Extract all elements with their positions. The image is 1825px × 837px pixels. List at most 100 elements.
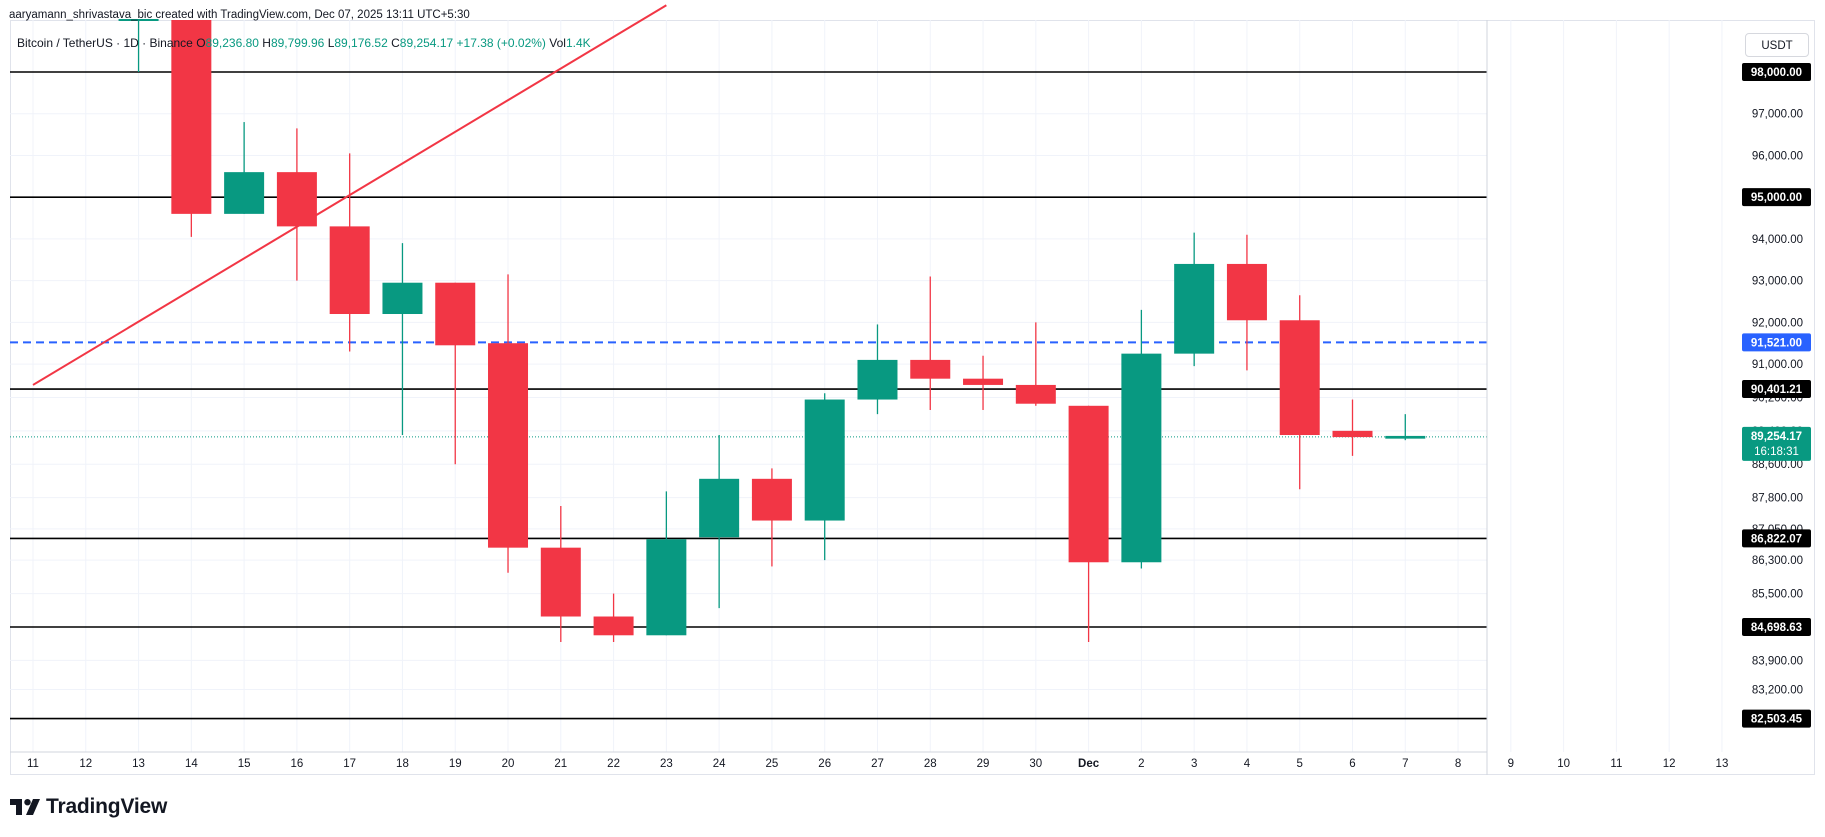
price-tick-label: 88,600.00 [1752, 459, 1803, 471]
time-tick-label: 15 [238, 758, 251, 770]
time-tick-label: 3 [1191, 758, 1197, 770]
candle[interactable] [1332, 399, 1373, 456]
open-label: O [196, 36, 206, 50]
candle-body-up [857, 359, 898, 400]
candle[interactable] [910, 276, 951, 410]
price-tick-label: 92,000.00 [1752, 317, 1803, 329]
candle-body-down [435, 282, 476, 346]
time-tick-label: 29 [977, 758, 990, 770]
time-tick-label: 20 [502, 758, 515, 770]
price-level-label-bg [1742, 618, 1811, 636]
candle-body-down [1279, 320, 1320, 436]
close-label: C [391, 36, 400, 50]
symbol-legend: Bitcoin / TetherUS · 1D · Binance O89,23… [17, 36, 591, 50]
symbol-description[interactable]: Bitcoin / TetherUS · 1D · Binance [17, 36, 193, 50]
candle[interactable] [488, 274, 529, 573]
time-tick-label: 30 [1029, 758, 1042, 770]
candle[interactable] [1121, 309, 1162, 569]
time-tick-label: Dec [1078, 758, 1100, 770]
candle[interactable] [171, 20, 212, 237]
candle[interactable] [382, 243, 423, 436]
candle-body-down [329, 226, 370, 315]
candle-body-down [488, 343, 529, 548]
last-price-value: 89,254.17 [1751, 431, 1802, 443]
candle-body-down [1015, 384, 1056, 404]
candle[interactable] [1015, 322, 1056, 406]
candles[interactable] [118, 19, 1426, 642]
price-axis-labels: 98,000.00 95,000.00 91,521.00 90,401.21 86,8… [1742, 63, 1811, 728]
candle-body-down [1068, 405, 1109, 563]
created-with-text: created with TradingView.com, Dec 07, 20… [155, 9, 470, 21]
candle[interactable] [804, 393, 845, 561]
candle-body-up [382, 282, 423, 315]
time-tick-label: 14 [185, 758, 198, 770]
price-tick-label: 94,000.00 [1752, 234, 1803, 246]
horizontal-levels[interactable] [10, 71, 1487, 720]
time-tick-label: 26 [818, 758, 831, 770]
price-level-label-bg [1742, 529, 1811, 548]
candle[interactable] [699, 435, 740, 609]
candle[interactable] [1279, 295, 1320, 490]
candle[interactable] [1068, 405, 1109, 642]
candle-body-up [118, 19, 159, 21]
candle-body-down [751, 478, 792, 521]
candle[interactable] [963, 355, 1004, 410]
price-level-label-bg [1742, 709, 1811, 728]
candle-body-up [646, 539, 687, 636]
candle[interactable] [857, 324, 898, 415]
candle-body-down [171, 20, 212, 214]
high-label: H [262, 36, 271, 50]
time-tick-label: 27 [871, 758, 884, 770]
candle[interactable] [1174, 232, 1215, 367]
time-tick-label: 16 [291, 758, 304, 770]
time-axis[interactable]: 11 12 13 14 15 16 17 18 19 20 21 22 23 24 25 26 27 28 29 30… [10, 751, 1728, 770]
candle[interactable] [118, 19, 159, 72]
time-tick-label: 22 [607, 758, 620, 770]
tradingview-brand[interactable]: TradingView [10, 795, 167, 818]
candle[interactable] [593, 593, 634, 642]
candle-body-up [1385, 435, 1426, 439]
candle[interactable] [646, 491, 687, 636]
price-level-label: 95,000.00 [1751, 192, 1802, 204]
volume-label: Vol [549, 36, 566, 50]
time-tick-label: 19 [449, 758, 462, 770]
candle[interactable] [329, 153, 370, 352]
price-tick-label: 87,800.00 [1752, 493, 1803, 505]
tradingview-logo-icon [10, 799, 40, 815]
high-value: 89,799.96 [270, 36, 325, 50]
candle[interactable] [1385, 414, 1426, 441]
candle-body-down [276, 172, 317, 227]
candle-body-up [804, 399, 845, 521]
time-tick-label: 4 [1244, 758, 1251, 770]
time-tick-label: 12 [79, 758, 92, 770]
candle[interactable] [540, 505, 581, 642]
author-name[interactable]: aaryamann_shrivastava_bic [9, 9, 153, 21]
price-tick-label: 86,300.00 [1752, 555, 1803, 567]
time-tick-label: 8 [1455, 758, 1461, 770]
low-label: L [327, 36, 335, 50]
candle-body-up [224, 172, 265, 214]
time-tick-label: 25 [766, 758, 779, 770]
chart-header: aaryamann_shrivastava_bic created with T… [9, 9, 470, 21]
open-value: 89,236.80 [205, 36, 259, 50]
time-tick-label: 12 [1663, 758, 1676, 770]
last-price-label-bg [1742, 426, 1811, 461]
candle-body-up [1174, 263, 1215, 354]
candle-body-down [593, 616, 634, 636]
price-level-label-bg [1742, 333, 1811, 352]
candle[interactable] [224, 122, 265, 214]
time-tick-label: 10 [1557, 758, 1570, 770]
price-level-label-bg [1742, 380, 1811, 399]
candle-body-down [910, 359, 951, 379]
change-value: +17.38 (+0.02%) [456, 36, 546, 50]
time-tick-label: 6 [1349, 758, 1355, 770]
currency-button[interactable]: USDT [1745, 33, 1809, 57]
price-level-label: 91,521.00 [1751, 337, 1802, 349]
time-tick-label: 21 [554, 758, 567, 770]
candle[interactable] [1226, 234, 1267, 371]
candle-body-down [1226, 263, 1267, 321]
candle[interactable] [435, 282, 476, 465]
candle[interactable] [751, 468, 792, 567]
candle[interactable] [276, 128, 317, 281]
